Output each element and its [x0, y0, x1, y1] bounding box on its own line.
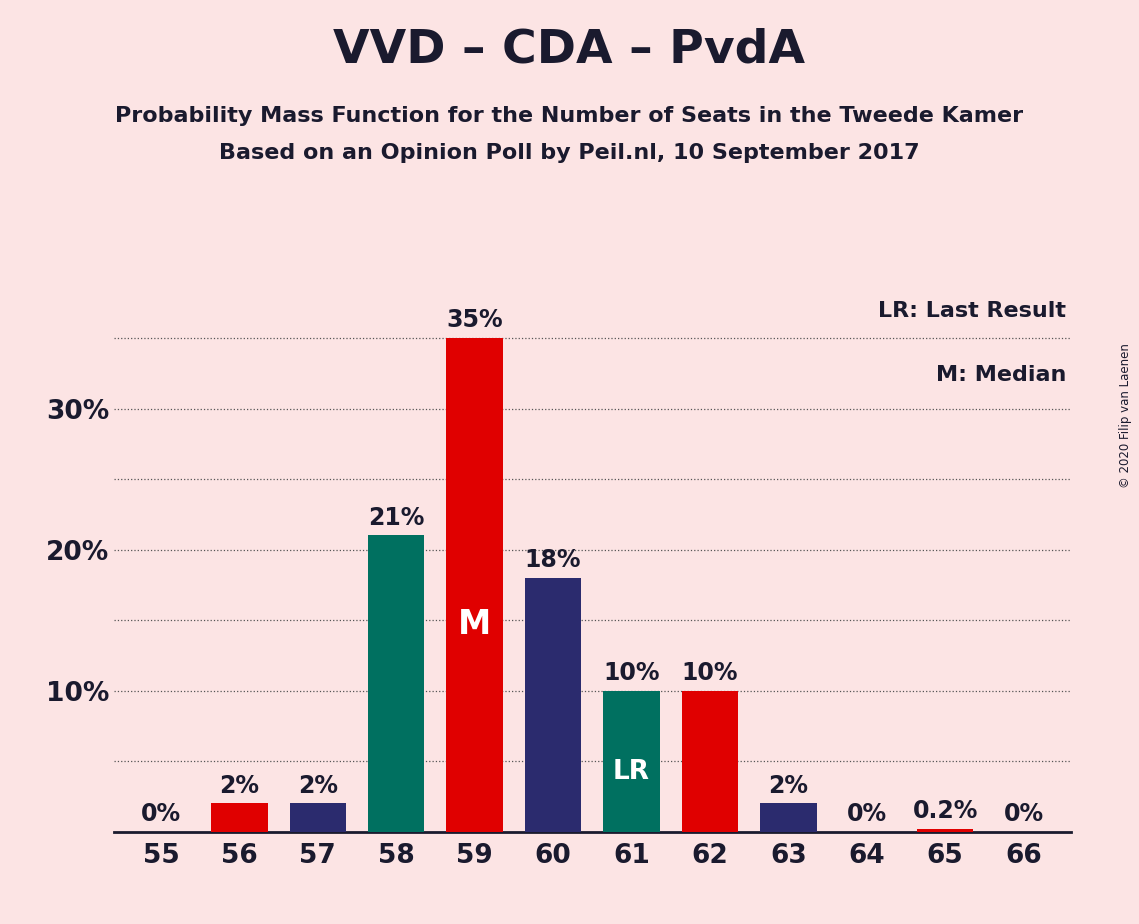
Text: 10%: 10% [681, 661, 738, 685]
Text: VVD – CDA – PvdA: VVD – CDA – PvdA [334, 28, 805, 73]
Text: LR: LR [613, 760, 650, 785]
Text: M: Median: M: Median [935, 365, 1066, 385]
Text: 21%: 21% [368, 505, 425, 529]
Bar [760, 803, 817, 832]
Text: M: M [458, 608, 491, 640]
Bar [604, 690, 659, 832]
Text: 0.2%: 0.2% [912, 799, 978, 823]
Text: 0%: 0% [1003, 802, 1043, 826]
Text: 2%: 2% [297, 773, 338, 797]
Text: 2%: 2% [769, 773, 809, 797]
Text: Probability Mass Function for the Number of Seats in the Tweede Kamer: Probability Mass Function for the Number… [115, 106, 1024, 127]
Text: Based on an Opinion Poll by Peil.nl, 10 September 2017: Based on an Opinion Poll by Peil.nl, 10 … [219, 143, 920, 164]
Text: 0%: 0% [141, 802, 181, 826]
Text: 2%: 2% [220, 773, 260, 797]
Bar [289, 803, 346, 832]
Text: 18%: 18% [525, 548, 581, 572]
Text: LR: Last Result: LR: Last Result [878, 301, 1066, 321]
Text: 10%: 10% [604, 661, 659, 685]
Text: 0%: 0% [846, 802, 887, 826]
Text: © 2020 Filip van Laenen: © 2020 Filip van Laenen [1118, 344, 1132, 488]
Bar [917, 829, 974, 832]
Bar [368, 535, 425, 832]
Bar [446, 338, 503, 832]
Bar [681, 690, 738, 832]
Bar [525, 578, 581, 832]
Bar [211, 803, 268, 832]
Text: 35%: 35% [446, 309, 503, 333]
